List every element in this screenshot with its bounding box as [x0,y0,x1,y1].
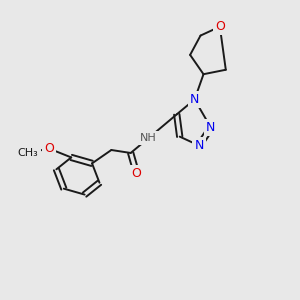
Text: O: O [215,20,225,33]
Text: N: N [190,93,199,106]
Text: N: N [194,139,204,152]
Text: O: O [132,167,142,180]
Text: O: O [44,142,54,155]
Text: CH₃: CH₃ [18,148,38,158]
Text: NH: NH [140,133,157,143]
Text: N: N [206,121,216,134]
